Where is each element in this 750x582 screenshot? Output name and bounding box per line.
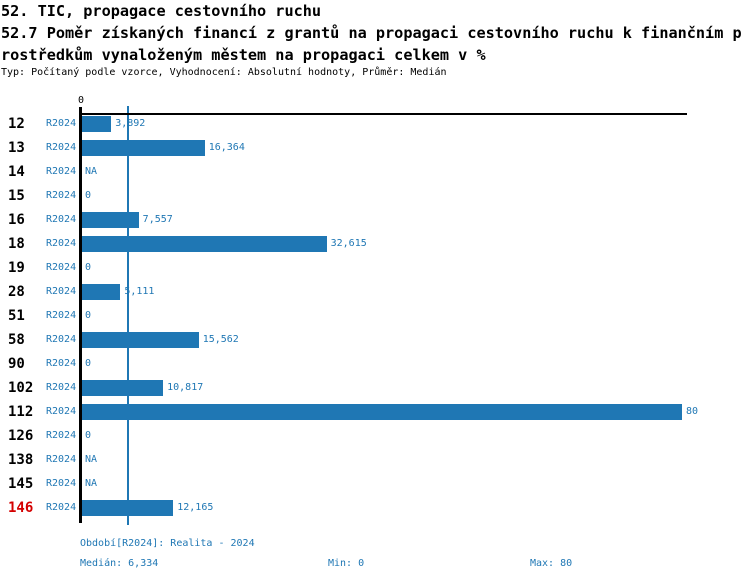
row-id-label: 58 bbox=[8, 332, 25, 348]
bar bbox=[82, 404, 682, 420]
bar bbox=[82, 140, 205, 156]
row-id-label: 15 bbox=[8, 188, 25, 204]
row-period-label: R2024 bbox=[46, 118, 77, 129]
row-value-label: 5,111 bbox=[124, 286, 155, 297]
row-id-label: 12 bbox=[8, 116, 25, 132]
chart-row: 145 R2024 NA bbox=[0, 476, 750, 492]
row-value-label: NA bbox=[85, 454, 98, 465]
row-period-label: R2024 bbox=[46, 190, 77, 201]
row-value-label: NA bbox=[85, 478, 98, 489]
row-period-label: R2024 bbox=[46, 142, 77, 153]
x-axis-line bbox=[79, 113, 687, 115]
row-period-label: R2024 bbox=[46, 382, 77, 393]
row-value-label: 80 bbox=[686, 406, 699, 417]
chart-row: 19 R2024 0 bbox=[0, 260, 750, 276]
row-period-label: R2024 bbox=[46, 310, 77, 321]
row-period-label: R2024 bbox=[46, 166, 77, 177]
chart-row: 112 R2024 80 bbox=[0, 404, 750, 420]
row-id-label: 13 bbox=[8, 140, 25, 156]
bar bbox=[82, 284, 121, 300]
x-axis-zero-tick-label: 0 bbox=[77, 95, 85, 106]
chart-row: 14 R2024 NA bbox=[0, 164, 750, 180]
chart-meta-line: Typ: Počítaný podle vzorce, Vyhodnocení:… bbox=[1, 67, 447, 78]
row-period-label: R2024 bbox=[46, 358, 77, 369]
chart-title-line-1: 52. TIC, propagace cestovního ruchu bbox=[1, 2, 322, 20]
chart-row: 90 R2024 0 bbox=[0, 356, 750, 372]
row-id-label: 102 bbox=[8, 380, 34, 396]
row-value-label: 0 bbox=[85, 262, 92, 273]
bar bbox=[82, 236, 327, 252]
row-period-label: R2024 bbox=[46, 214, 77, 225]
chart-row: 102 R2024 10,817 bbox=[0, 380, 750, 396]
chart-title-line-2: 52.7 Poměr získaných financí z grantů na… bbox=[1, 24, 742, 42]
bar bbox=[82, 212, 139, 228]
chart-row: 15 R2024 0 bbox=[0, 188, 750, 204]
row-value-label: 32,615 bbox=[330, 238, 367, 249]
row-value-label: 10,817 bbox=[167, 382, 204, 393]
row-value-label: NA bbox=[85, 166, 98, 177]
chart-row: 51 R2024 0 bbox=[0, 308, 750, 324]
row-value-label: 0 bbox=[85, 430, 92, 441]
chart-row: 58 R2024 15,562 bbox=[0, 332, 750, 348]
footer-period-label: Období[R2024]: Realita - 2024 bbox=[80, 538, 255, 549]
row-period-label: R2024 bbox=[46, 478, 77, 489]
row-id-label: 145 bbox=[8, 476, 34, 492]
bar bbox=[82, 380, 164, 396]
chart-row: 13 R2024 16,364 bbox=[0, 140, 750, 156]
row-id-label: 14 bbox=[8, 164, 25, 180]
row-period-label: R2024 bbox=[46, 406, 77, 417]
row-period-label: R2024 bbox=[46, 430, 77, 441]
row-id-label: 146 bbox=[8, 500, 34, 516]
chart-row: 126 R2024 0 bbox=[0, 428, 750, 444]
chart-row: 12 R2024 3,892 bbox=[0, 116, 750, 132]
row-id-label: 112 bbox=[8, 404, 34, 420]
row-id-label: 90 bbox=[8, 356, 25, 372]
footer-min-label: Min: 0 bbox=[328, 558, 365, 569]
row-id-label: 28 bbox=[8, 284, 25, 300]
chart-row: 18 R2024 32,615 bbox=[0, 236, 750, 252]
row-id-label: 138 bbox=[8, 452, 34, 468]
row-id-label: 51 bbox=[8, 308, 25, 324]
row-id-label: 126 bbox=[8, 428, 34, 444]
footer-median-label: Medián: 6,334 bbox=[80, 558, 159, 569]
row-value-label: 16,364 bbox=[208, 142, 245, 153]
row-value-label: 7,557 bbox=[142, 214, 173, 225]
row-period-label: R2024 bbox=[46, 334, 77, 345]
row-value-label: 12,165 bbox=[177, 502, 214, 513]
row-value-label: 3,892 bbox=[115, 118, 146, 129]
row-period-label: R2024 bbox=[46, 262, 77, 273]
row-value-label: 15,562 bbox=[202, 334, 239, 345]
row-value-label: 0 bbox=[85, 190, 92, 201]
row-period-label: R2024 bbox=[46, 502, 77, 513]
chart-row: 28 R2024 5,111 bbox=[0, 284, 750, 300]
row-id-label: 19 bbox=[8, 260, 25, 276]
bar bbox=[82, 116, 112, 132]
median-reference-line bbox=[127, 106, 129, 525]
chart-row: 146 R2024 12,165 bbox=[0, 500, 750, 516]
row-value-label: 0 bbox=[85, 310, 92, 321]
chart-title-line-3: rostředkům vynaloženým městem na propaga… bbox=[1, 46, 486, 64]
row-value-label: 0 bbox=[85, 358, 92, 369]
chart-row: 138 R2024 NA bbox=[0, 452, 750, 468]
row-period-label: R2024 bbox=[46, 286, 77, 297]
bar bbox=[82, 500, 174, 516]
y-axis-line bbox=[79, 107, 82, 523]
row-period-label: R2024 bbox=[46, 454, 77, 465]
row-period-label: R2024 bbox=[46, 238, 77, 249]
row-id-label: 18 bbox=[8, 236, 25, 252]
chart-row: 16 R2024 7,557 bbox=[0, 212, 750, 228]
footer-max-label: Max: 80 bbox=[530, 558, 573, 569]
bar bbox=[82, 332, 199, 348]
row-id-label: 16 bbox=[8, 212, 25, 228]
